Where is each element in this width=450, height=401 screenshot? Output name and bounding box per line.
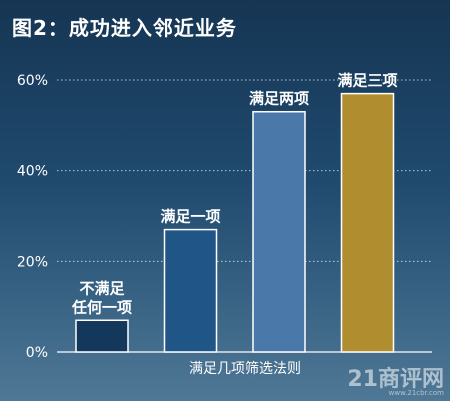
bar	[252, 110, 306, 353]
watermark-sub: www.21cbr.com	[388, 389, 444, 397]
bar-category-label: 满足三项	[337, 72, 397, 90]
watermark-logo: 21商评网 www.21cbr.com	[347, 361, 444, 397]
bar-category-label: 满足一项	[160, 208, 220, 226]
bar-category-label: 满足两项	[249, 90, 309, 108]
y-tick-label: 60%	[17, 73, 48, 89]
y-tick-label: 0%	[26, 345, 48, 361]
bar-category-label: 不满足	[79, 279, 125, 297]
watermark-main: 21商评网	[347, 367, 444, 392]
x-axis-label: 满足几项筛选法则	[189, 361, 301, 377]
bar-category-label: 任何一项	[71, 298, 132, 316]
bar	[75, 319, 129, 353]
y-tick-label: 40%	[17, 164, 48, 180]
y-tick-label: 20%	[17, 254, 48, 270]
chart-title: 图2：成功进入邻近业务	[12, 16, 237, 40]
bar	[163, 228, 218, 353]
bar	[340, 92, 395, 353]
